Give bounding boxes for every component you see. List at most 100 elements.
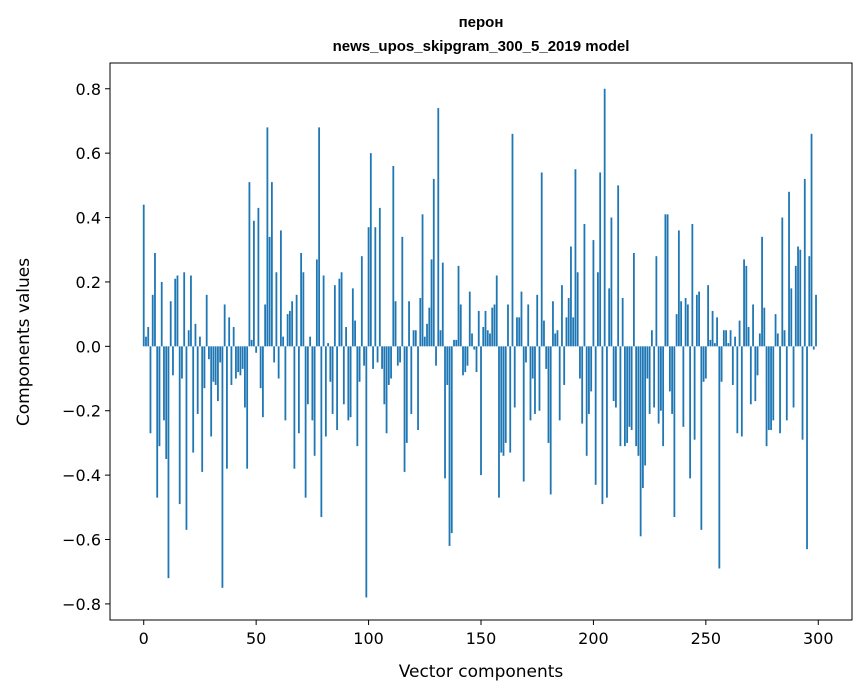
bar-175 [536,294,539,347]
bar-27 [203,346,206,389]
bar-230 [659,346,662,411]
y-tick-label: 0.2 [76,273,101,292]
bar-119 [410,346,413,414]
bar-1 [145,336,147,347]
bar-246 [695,294,698,347]
chart-subtitle: news_upos_skipgram_300_5_2019 model [333,38,630,55]
bar-66 [291,301,294,347]
bar-74 [309,336,312,347]
bar-72 [304,346,307,498]
bar-152 [484,310,487,347]
bar-235 [671,346,674,414]
bar-180 [547,346,550,443]
bar-148 [475,346,478,373]
bar-176 [538,346,541,411]
bar-131 [437,108,440,347]
bar-182 [552,301,554,347]
bar-20 [187,330,190,347]
bar-281 [774,314,777,347]
bar-17 [181,346,183,379]
bar-227 [653,346,656,408]
bar-100 [367,227,370,347]
bar-179 [545,346,548,369]
bar-115 [401,236,404,347]
bar-271 [752,304,754,347]
bar-55 [266,127,269,347]
bar-154 [489,333,491,347]
bar-223 [644,346,647,466]
bar-8 [160,281,163,347]
bar-247 [698,291,700,347]
bar-205 [603,88,606,347]
bar-39 [230,346,233,385]
bar-295 [806,346,808,550]
x-axis-label: Vector components [399,662,564,682]
bar-284 [781,217,784,347]
bar-7 [158,346,161,447]
bar-110 [390,346,392,379]
bar-249 [702,346,705,382]
bar-228 [655,256,658,347]
bar-10 [165,346,168,460]
bar-91 [347,346,350,421]
bar-251 [707,285,709,347]
bar-174 [534,346,536,414]
bar-299 [815,294,817,347]
bar-92 [349,346,352,418]
bar-163 [509,346,512,453]
bar-87 [338,278,341,347]
bar-215 [626,346,629,443]
y-tick-label: −0.4 [62,466,101,485]
bar-56 [268,236,271,347]
bar-273 [756,346,759,376]
bar-209 [612,346,615,402]
bar-78 [318,127,321,347]
bar-12 [169,301,172,347]
bar-135 [446,346,449,385]
bar-286 [785,346,788,421]
bar-112 [394,301,397,347]
bar-160 [502,346,505,456]
bar-141 [459,304,462,347]
x-tick-label: 250 [691,629,722,648]
bar-108 [385,346,388,434]
bar-150 [480,346,482,476]
x-tick-label: 150 [466,629,497,648]
bar-277 [765,346,768,447]
bar-294 [803,178,806,347]
bar-102 [372,346,374,369]
bar-278 [767,346,770,431]
bar-53 [262,346,264,418]
bar-103 [374,227,377,347]
bar-170 [525,346,527,363]
bar-187 [563,346,566,385]
bar-144 [466,346,469,366]
bar-4 [151,294,154,347]
bar-24 [196,346,199,414]
bar-219 [635,346,638,447]
bar-151 [482,327,485,347]
bar-262 [731,346,734,385]
bar-143 [464,346,467,373]
bar-265 [738,320,741,347]
bar-210 [615,346,617,408]
bar-40 [232,327,235,347]
bar-166 [516,317,518,347]
bar-116 [403,346,406,472]
bar-158 [498,346,500,498]
x-tick-label: 50 [246,629,266,648]
bar-164 [511,133,514,347]
bar-129 [432,178,435,347]
bar-276 [763,307,766,347]
bar-30 [210,346,213,437]
plot-frame [109,62,853,621]
x-axis-ticks: 0 50 100 150 200 250 300 [139,620,834,648]
bar-289 [792,346,795,408]
bar-41 [235,346,237,379]
bar-234 [668,346,671,392]
bar-202 [597,272,599,347]
bar-194 [579,346,581,379]
x-tick-label: 0 [139,629,149,648]
bar-260 [727,343,730,347]
bar-45 [244,346,246,408]
